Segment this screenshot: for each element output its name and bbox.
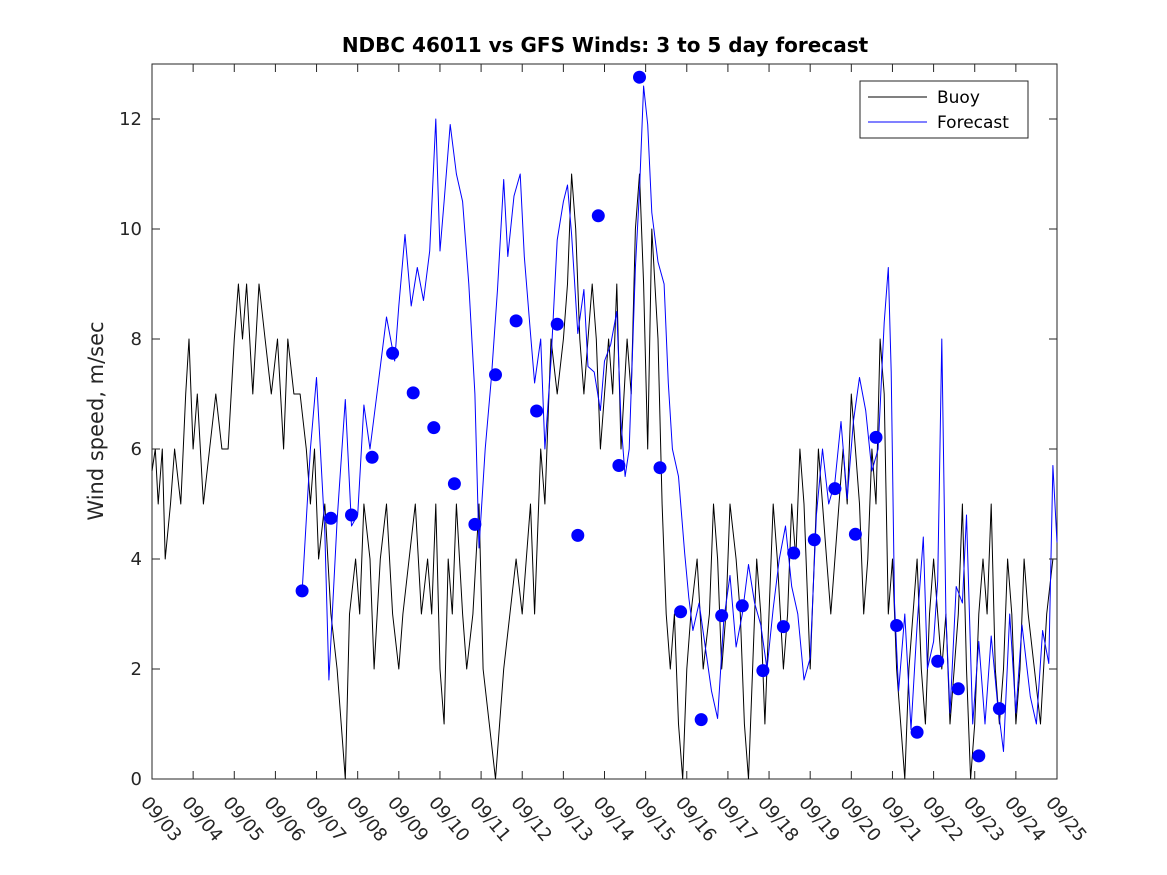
chart-title: NDBC 46011 vs GFS Winds: 3 to 5 day fore… [342, 33, 869, 57]
forecast-marker-19 [694, 713, 708, 727]
marker-layer [295, 70, 1006, 763]
forecast-marker-10 [509, 314, 523, 328]
forecast-marker-23 [776, 620, 790, 634]
forecast-marker-13 [571, 528, 585, 542]
forecast-marker-5 [406, 386, 420, 400]
forecast-marker-21 [735, 599, 749, 613]
forecast-marker-14 [591, 209, 605, 223]
forecast-marker-16 [633, 70, 646, 84]
forecast-marker-12 [550, 317, 564, 331]
forecast-marker-8 [468, 517, 482, 531]
y-axis: 0 2 4 6 8 10 12 [119, 109, 1057, 790]
forecast-marker-31 [931, 654, 945, 668]
forecast-marker-28 [869, 430, 883, 444]
forecast-marker-11 [530, 404, 544, 418]
forecast-marker-17 [653, 461, 667, 475]
y-tick-label: 8 [131, 329, 142, 350]
y-tick-label: 10 [119, 219, 142, 240]
forecast-marker-9 [489, 368, 502, 382]
forecast-marker-30 [910, 725, 924, 739]
forecast-marker-29 [890, 619, 904, 632]
forecast-marker-33 [972, 749, 986, 763]
forecast-marker-32 [951, 682, 965, 696]
forecast-marker-15 [612, 459, 626, 472]
forecast-marker-20 [715, 609, 729, 623]
y-tick-label: 4 [131, 549, 142, 570]
y-axis-label: Wind speed, m/sec [84, 321, 108, 520]
legend-label-forecast: Forecast [937, 113, 1009, 133]
y-tick-label: 6 [131, 439, 142, 460]
forecast-marker-25 [807, 533, 821, 547]
forecast-marker-27 [848, 527, 862, 541]
forecast-marker-26 [828, 482, 842, 496]
y-tick-label: 0 [131, 769, 142, 790]
legend: Buoy Forecast [859, 80, 1029, 139]
series-layer [151, 85, 1058, 780]
forecast-marker-4 [386, 346, 400, 360]
legend-box [859, 80, 1029, 139]
forecast-marker-7 [447, 477, 461, 491]
forecast-marker-6 [427, 421, 441, 435]
forecast-marker-18 [674, 605, 688, 619]
series-line-forecast [301, 85, 1058, 752]
forecast-marker-3 [365, 450, 379, 464]
forecast-marker-0 [295, 584, 309, 598]
forecast-marker-1 [324, 511, 338, 525]
forecast-marker-22 [756, 664, 770, 678]
forecast-marker-34 [992, 702, 1006, 716]
forecast-marker-2 [345, 508, 358, 522]
plot-area [151, 63, 1058, 780]
y-tick-label: 2 [131, 659, 142, 680]
legend-label-buoy: Buoy [937, 88, 980, 108]
y-tick-label: 12 [119, 109, 142, 130]
forecast-marker-24 [787, 546, 801, 560]
series-line-buoy [151, 173, 1057, 780]
